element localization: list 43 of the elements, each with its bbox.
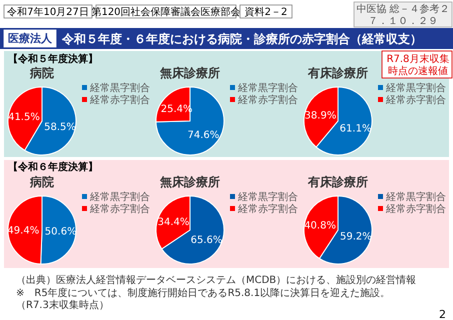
legend-label: 経常黒字割合 — [237, 191, 298, 203]
legend-label: 経常赤字割合 — [385, 94, 446, 106]
text: ※ R5年度については、制度施行開始日であるR5.8.1以降に決算日を迎えた施設。（R7.3末収集時点） — [16, 287, 390, 311]
legend-label: 経常赤字割合 — [89, 203, 150, 215]
chart-title: 無床診療所 — [159, 66, 220, 80]
chart-title: 病院 — [29, 66, 54, 80]
text: 医療法人 — [8, 32, 53, 45]
data-label: 41.5% — [8, 112, 40, 124]
text: 令和7年10月27日 — [7, 6, 89, 18]
data-label: 40.8% — [304, 220, 336, 232]
text: 中医協 総－４参考２ — [356, 3, 450, 15]
text: R7.8月末収集時点の速報値 — [386, 53, 450, 77]
legend-label: 経常赤字割合 — [237, 94, 298, 106]
data-label: 34.4% — [158, 217, 190, 228]
legend-label: 経常赤字割合 — [237, 203, 298, 215]
legend-label: 経常赤字割合 — [385, 203, 446, 215]
data-label: 50.6% — [44, 226, 77, 238]
data-label: 74.6% — [187, 130, 220, 142]
chart-title: 病院 — [29, 175, 54, 189]
chart-title: 有床診療所 — [307, 66, 368, 80]
text: 令和５年度・６年度における病院・診療所の赤字割合（経常収支） — [61, 32, 422, 46]
data-label: 61.1% — [340, 123, 372, 134]
data-label: 65.6% — [190, 234, 222, 246]
legend-label: 経常黒字割合 — [385, 82, 446, 94]
pie-slice — [156, 86, 224, 156]
legend-label: 経常赤字割合 — [89, 94, 150, 106]
legend-label: 経常黒字割合 — [89, 82, 150, 94]
text: 2 — [439, 308, 446, 320]
text: 【令和５年度決算】 — [8, 53, 98, 65]
chart-title: 無床診療所 — [159, 175, 220, 189]
data-label: 38.9% — [304, 110, 336, 122]
data-label: 59.2% — [340, 231, 372, 242]
text: 【令和６年度決算】 — [8, 161, 98, 173]
chart-title: 有床診療所 — [307, 175, 368, 189]
legend-label: 経常黒字割合 — [89, 191, 150, 203]
data-label: 49.4% — [7, 226, 40, 237]
text: ７．１０．２９ — [368, 16, 438, 27]
text: 資料2－2 — [244, 6, 288, 18]
legend-label: 経常黒字割合 — [237, 82, 298, 94]
text: 第120回社会保障審議会医療部会 — [91, 6, 241, 18]
legend-label: 経常黒字割合 — [385, 191, 446, 203]
data-label: 58.5% — [44, 122, 76, 133]
text: （出典）医療法人経営情報データベースシステム（MCDB）における、施設別の経営情報 — [16, 274, 416, 286]
